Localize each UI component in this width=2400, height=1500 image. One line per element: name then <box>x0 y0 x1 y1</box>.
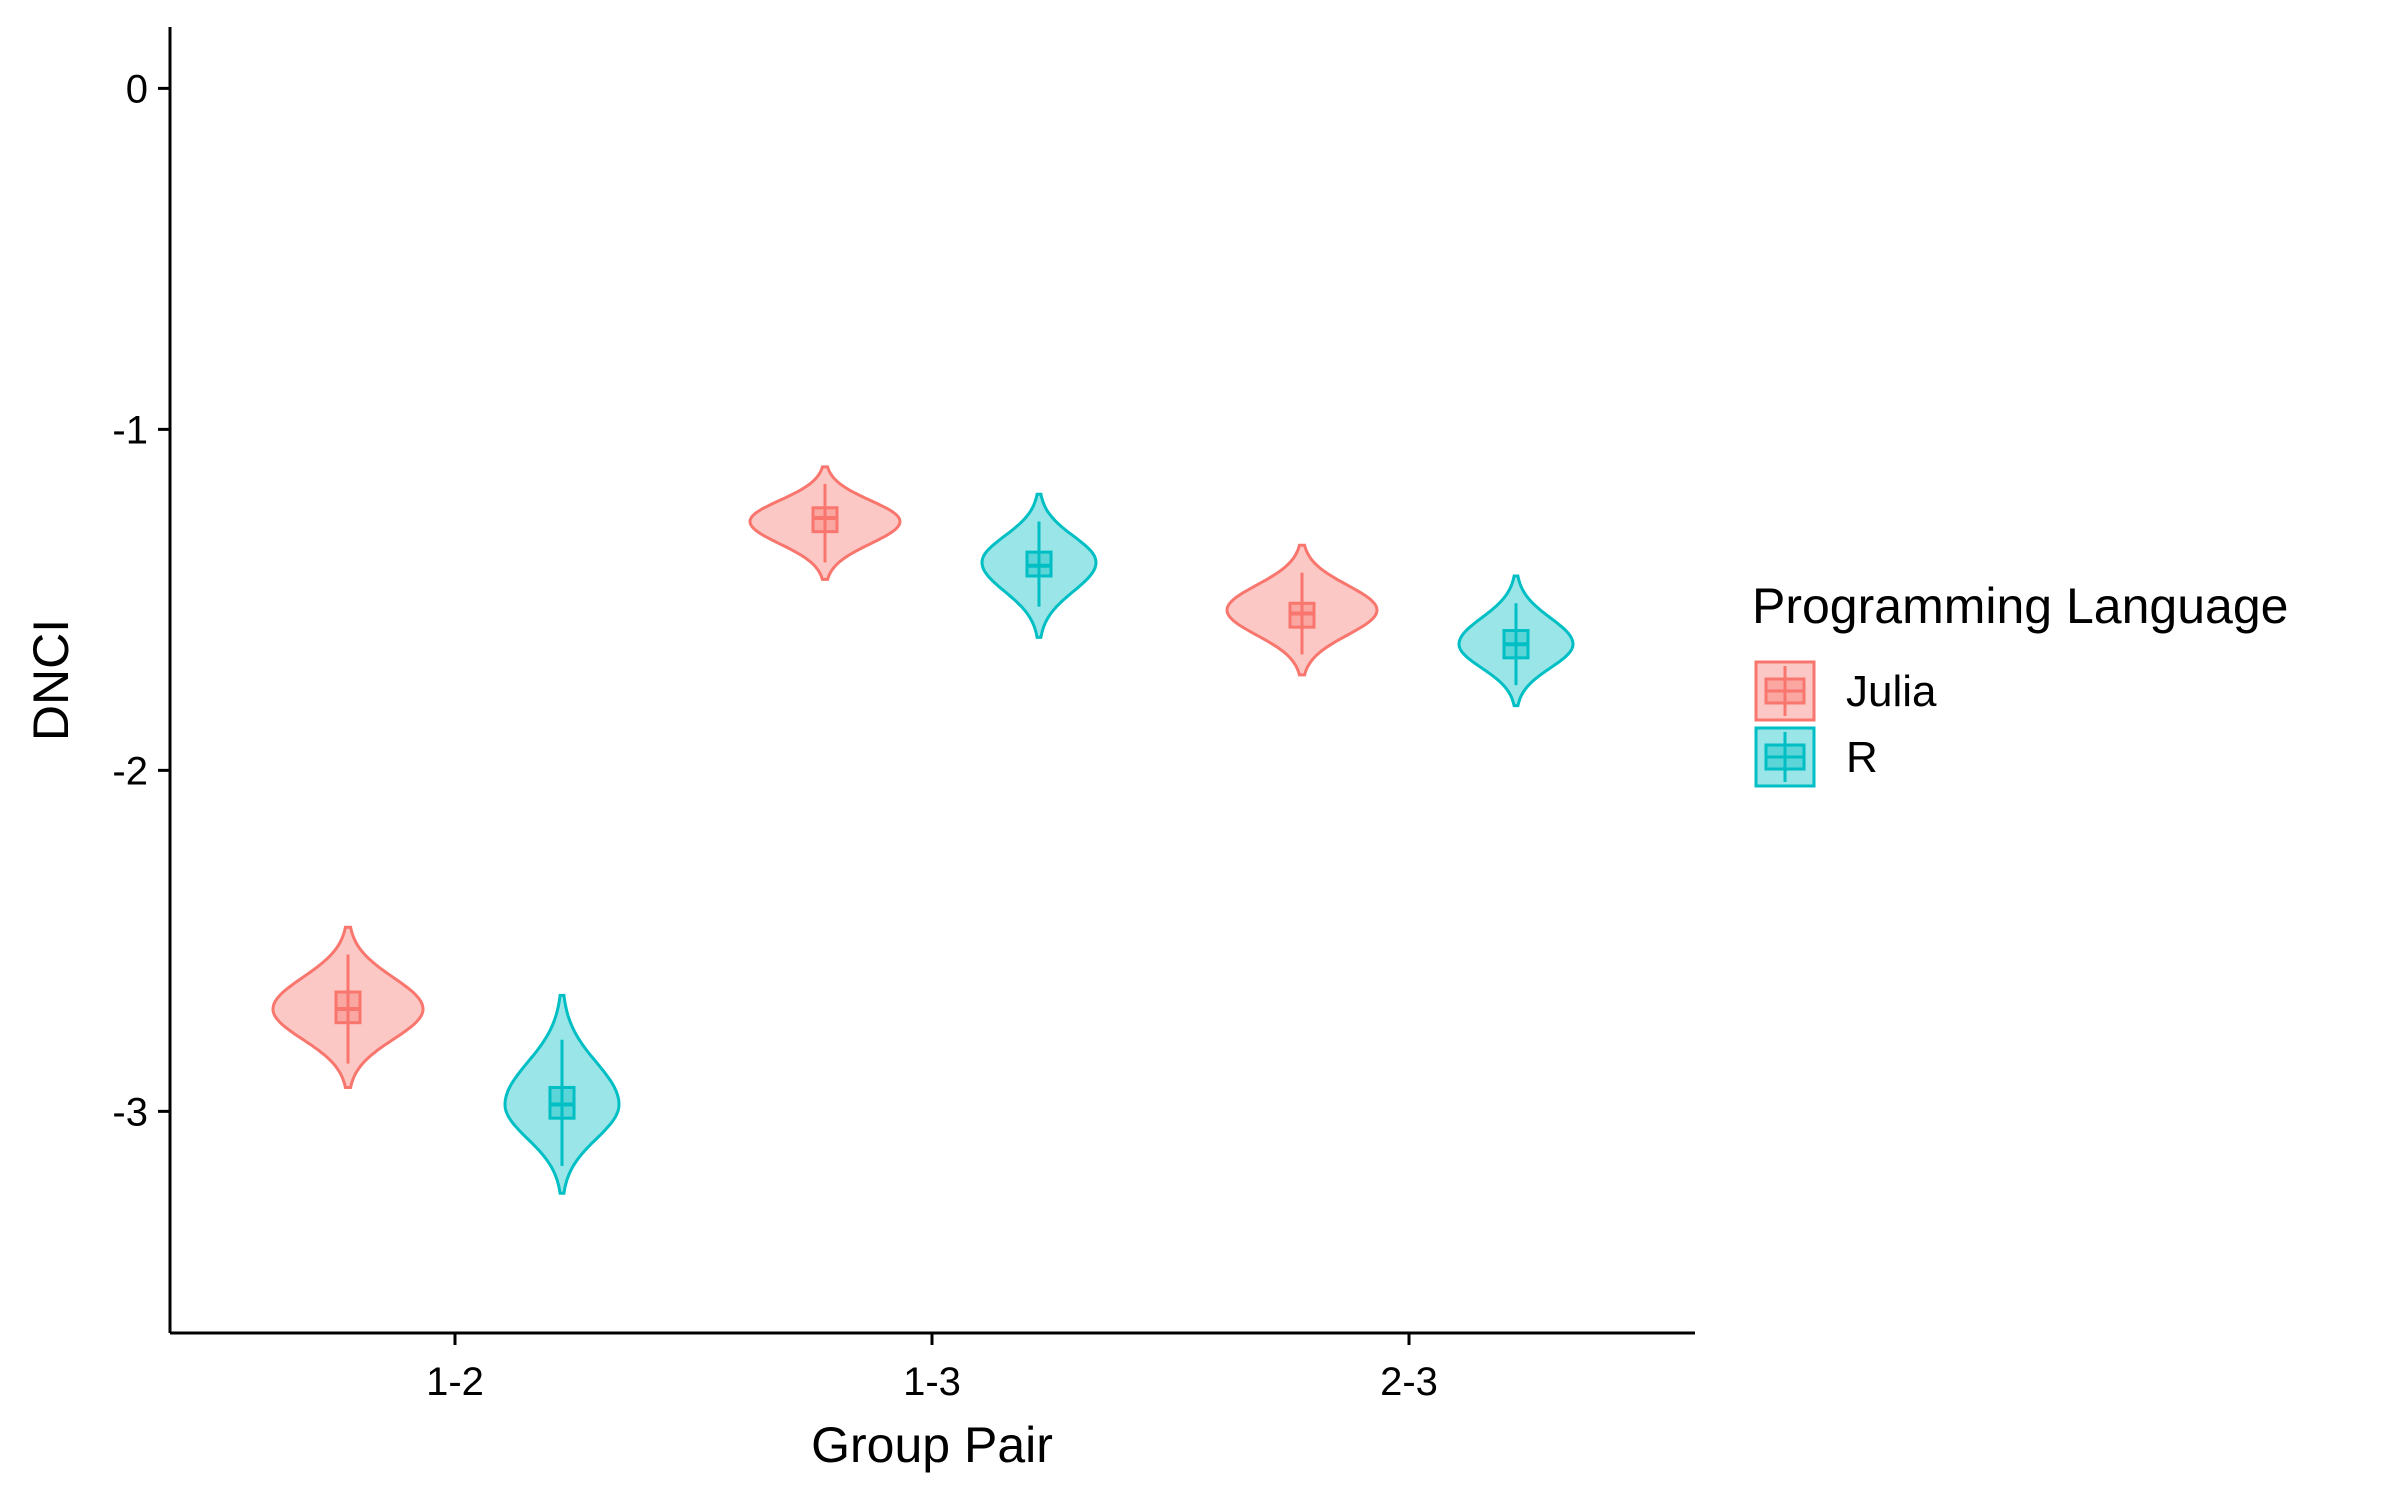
y-tick-label: -3 <box>112 1090 148 1134</box>
x-tick-label: 1-3 <box>903 1360 961 1404</box>
y-tick-label: 0 <box>126 67 148 111</box>
violin-r-1-3 <box>980 492 1098 639</box>
y-axis-title: DNCI <box>23 619 79 741</box>
legend-item-r: R <box>1754 726 1878 788</box>
y-tick-label: -2 <box>112 749 148 793</box>
legend-item-julia: Julia <box>1754 660 1937 722</box>
violin-julia-1-2 <box>271 925 425 1089</box>
y-tick-label: -1 <box>112 408 148 452</box>
plot-area <box>271 465 1575 1195</box>
axes: 0 -1 -2 -3 1-2 1-3 2-3 <box>112 27 1695 1404</box>
legend: Programming Language Julia R <box>1752 578 2288 788</box>
x-tick-label: 1-2 <box>426 1360 484 1404</box>
violin-r-1-2 <box>503 993 621 1195</box>
violin-julia-1-3 <box>748 465 902 581</box>
x-tick-label: 2-3 <box>1380 1360 1438 1404</box>
x-axis-title: Group Pair <box>811 1417 1053 1473</box>
violin-julia-2-3 <box>1225 543 1379 677</box>
legend-title: Programming Language <box>1752 578 2288 634</box>
legend-label: Julia <box>1846 667 1937 716</box>
legend-label: R <box>1846 733 1878 782</box>
violin-r-2-3 <box>1457 574 1575 708</box>
